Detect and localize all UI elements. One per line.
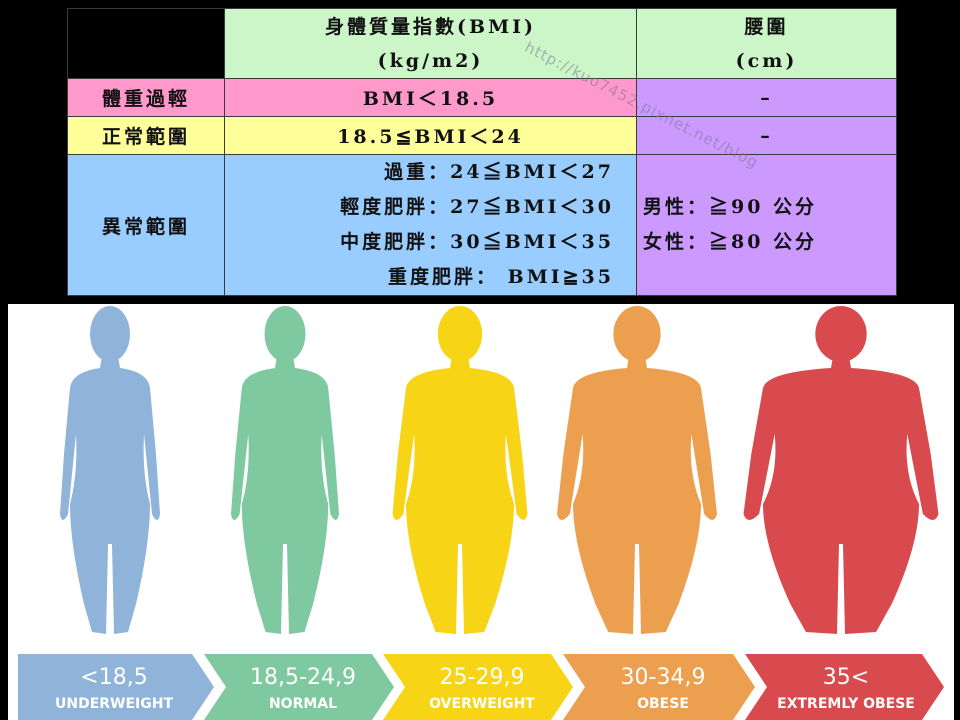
bmi-header-unit: (kg/m2) [377,49,484,72]
row-label-normal: 正常範圍 [67,116,225,155]
silhouette-obese [557,306,717,634]
silhouette-overweight [392,306,528,634]
arrow-name-overweight: OVERWEIGHT [429,696,535,712]
waist-underweight: – [636,78,897,117]
arrow-normal [204,654,394,720]
body-shape-panel: <18,5 UNDERWEIGHT 18,5-24,9 NORMAL 25-29… [8,304,954,720]
arrow-extremely-obese [745,654,944,720]
bmi-moderate-obese-line: 中度肥胖：30≦BMI＜35 [340,231,614,253]
waist-male-line: 男性：≧90 公分 [643,196,818,218]
bmi-header: 身體質量指數(BMI) (kg/m2) [224,8,637,79]
waist-header: 腰圍 (cm) [636,8,897,79]
arrow-overweight [383,654,573,720]
bmi-severe-obese-line: 重度肥胖： BMI≧35 [388,266,614,288]
bmi-abnormal: 過重：24≦BMI＜27 輕度肥胖：27≦BMI＜30 中度肥胖：30≦BMI＜… [224,154,637,296]
silhouette-extremely-obese [743,306,939,634]
bmi-overweight-line: 過重：24≦BMI＜27 [384,161,614,183]
arrow-name-extremely-obese: EXTREMLY OBESE [777,696,915,712]
bmi-header-title: 身體質量指數(BMI) [325,15,536,38]
arrow-underweight [18,654,214,720]
arrow-range-underweight: <18,5 [80,665,147,690]
bmi-normal: 18.5≦BMI＜24 [224,116,637,155]
waist-female-line: 女性：≧80 公分 [643,231,818,253]
silhouette-underweight [60,306,160,634]
row-label-abnormal: 異常範圍 [67,154,225,296]
category-arrow-row: <18,5 UNDERWEIGHT 18,5-24,9 NORMAL 25-29… [18,654,944,720]
arrow-range-obese: 30-34,9 [621,665,706,690]
waist-header-unit: (cm) [735,49,798,72]
bmi-mild-obese-line: 輕度肥胖：27≦BMI＜30 [340,196,614,218]
arrow-obese [563,654,755,720]
arrow-range-normal: 18,5-24,9 [250,665,356,690]
silhouette-normal [231,306,339,634]
waist-abnormal: 男性：≧90 公分 女性：≧80 公分 [636,154,897,296]
arrow-name-underweight: UNDERWEIGHT [55,696,173,712]
bmi-underweight: BMI＜18.5 [224,78,637,117]
waist-normal: – [636,116,897,155]
bmi-table: 身體質量指數(BMI) (kg/m2) 腰圍 (cm) 體重過輕 BMI＜18.… [67,8,897,296]
silhouette-row [60,306,939,634]
waist-header-title: 腰圍 [744,15,789,38]
arrow-range-overweight: 25-29,9 [440,665,525,690]
row-label-underweight: 體重過輕 [67,78,225,117]
table-corner [67,8,225,79]
arrow-name-obese: OBESE [637,696,689,712]
arrow-name-normal: NORMAL [269,696,337,712]
arrow-range-extremely-obese: 35< [823,665,869,690]
